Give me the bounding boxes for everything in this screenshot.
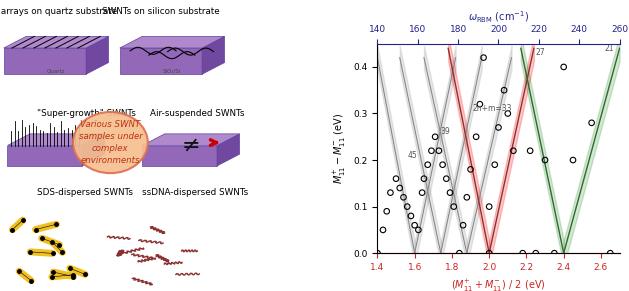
Polygon shape	[4, 36, 109, 48]
Point	[406, 214, 416, 218]
Point	[417, 190, 427, 195]
X-axis label: $(M_{11}^{+}+M_{11}^{-})\ /\ 2\ (\mathrm{eV})$: $(M_{11}^{+}+M_{11}^{-})\ /\ 2\ (\mathrm…	[451, 277, 546, 291]
Text: "Super-growth" SWNTs: "Super-growth" SWNTs	[38, 109, 136, 118]
Point	[471, 134, 481, 139]
Point	[503, 111, 513, 116]
Point	[442, 176, 452, 181]
Point	[531, 251, 541, 255]
Point	[475, 102, 485, 107]
Polygon shape	[202, 36, 225, 74]
Text: Air-suspended SWNTs: Air-suspended SWNTs	[150, 109, 244, 118]
Point	[587, 120, 597, 125]
Point	[426, 148, 437, 153]
Text: 21: 21	[604, 44, 614, 53]
Point	[413, 228, 423, 232]
Point	[402, 204, 412, 209]
Point	[423, 162, 433, 167]
Point	[479, 55, 489, 60]
Text: SWNTs on silicon substrate: SWNTs on silicon substrate	[102, 7, 220, 16]
Point	[559, 65, 569, 69]
Point	[454, 251, 464, 255]
Point	[484, 204, 494, 209]
Polygon shape	[86, 36, 109, 74]
Point	[499, 88, 509, 93]
Point	[395, 186, 405, 190]
Ellipse shape	[73, 112, 148, 173]
Text: ssDNA-dispersed SWNTs: ssDNA-dispersed SWNTs	[142, 188, 248, 197]
Point	[448, 204, 459, 209]
Point	[430, 134, 440, 139]
Point	[372, 251, 382, 255]
Point	[484, 251, 494, 255]
Text: SWNT arrays on quartz substrate: SWNT arrays on quartz substrate	[0, 7, 118, 16]
Polygon shape	[82, 134, 105, 166]
Polygon shape	[142, 146, 217, 166]
Point	[419, 176, 429, 181]
Text: 39: 39	[441, 127, 450, 136]
Point	[549, 251, 559, 255]
Point	[409, 223, 420, 228]
Polygon shape	[120, 48, 202, 74]
Text: SiO₂/Si: SiO₂/Si	[163, 69, 181, 74]
Polygon shape	[120, 36, 225, 48]
Point	[462, 195, 472, 200]
Point	[465, 167, 476, 172]
Polygon shape	[4, 48, 86, 74]
Point	[493, 125, 503, 130]
Text: 27: 27	[536, 48, 545, 57]
Point	[378, 228, 388, 232]
Text: Various SWNT
samples under
complex
environments: Various SWNT samples under complex envir…	[79, 120, 142, 165]
Point	[391, 176, 401, 181]
Point	[605, 251, 615, 255]
Polygon shape	[142, 134, 240, 146]
Polygon shape	[8, 134, 105, 146]
Point	[445, 190, 455, 195]
Y-axis label: $M_{11}^{+}-M_{11}^{-}\ (\mathrm{eV})$: $M_{11}^{+}-M_{11}^{-}\ (\mathrm{eV})$	[331, 113, 348, 184]
X-axis label: $\omega_{\mathrm{RBM}}\ (\mathrm{cm}^{-1})$: $\omega_{\mathrm{RBM}}\ (\mathrm{cm}^{-1…	[468, 9, 529, 24]
Point	[525, 148, 535, 153]
Point	[438, 162, 448, 167]
Point	[508, 148, 518, 153]
Point	[434, 148, 444, 153]
Text: 2n+m=33: 2n+m=33	[472, 104, 512, 113]
Point	[568, 158, 578, 162]
Point	[458, 223, 468, 228]
Polygon shape	[8, 146, 82, 166]
Point	[386, 190, 396, 195]
Text: SDS-dispersed SWNTs: SDS-dispersed SWNTs	[38, 188, 133, 197]
Polygon shape	[217, 134, 240, 166]
Point	[382, 209, 392, 214]
Text: Quartz: Quartz	[47, 69, 65, 74]
Text: $\neq$: $\neq$	[177, 136, 200, 155]
Point	[518, 251, 528, 255]
Point	[490, 162, 500, 167]
Point	[398, 195, 408, 200]
Point	[540, 158, 550, 162]
Text: 45: 45	[407, 151, 417, 160]
